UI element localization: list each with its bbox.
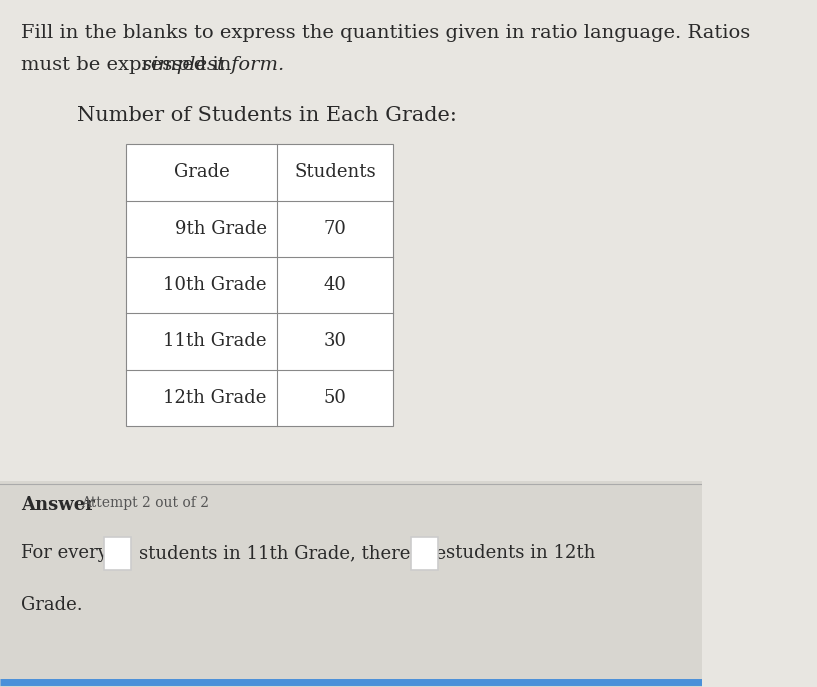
Text: students in 12th: students in 12th [446, 544, 596, 562]
Text: Grade: Grade [174, 164, 230, 181]
Text: Number of Students in Each Grade:: Number of Students in Each Grade: [77, 106, 457, 126]
Text: 9th Grade: 9th Grade [175, 220, 266, 238]
Text: Fill in the blanks to express the quantities given in ratio language. Ratios: Fill in the blanks to express the quanti… [21, 24, 750, 42]
Text: students in 11th Grade, there are: students in 11th Grade, there are [139, 544, 446, 562]
Text: 40: 40 [324, 276, 346, 294]
Text: Students: Students [294, 164, 376, 181]
Text: 11th Grade: 11th Grade [163, 333, 266, 350]
Text: For every: For every [21, 544, 108, 562]
Text: 30: 30 [324, 333, 346, 350]
Text: must be expressed in: must be expressed in [21, 56, 238, 74]
Text: Attempt 2 out of 2: Attempt 2 out of 2 [81, 496, 208, 510]
FancyBboxPatch shape [104, 537, 131, 570]
FancyBboxPatch shape [0, 481, 702, 687]
Text: Answer: Answer [21, 496, 95, 514]
Text: Grade.: Grade. [21, 596, 83, 613]
Text: 12th Grade: 12th Grade [163, 389, 266, 407]
Text: simplest form.: simplest form. [142, 56, 284, 74]
Text: 50: 50 [324, 389, 346, 407]
FancyBboxPatch shape [411, 537, 438, 570]
Text: 10th Grade: 10th Grade [163, 276, 266, 294]
Text: 70: 70 [324, 220, 346, 238]
FancyBboxPatch shape [127, 144, 393, 426]
